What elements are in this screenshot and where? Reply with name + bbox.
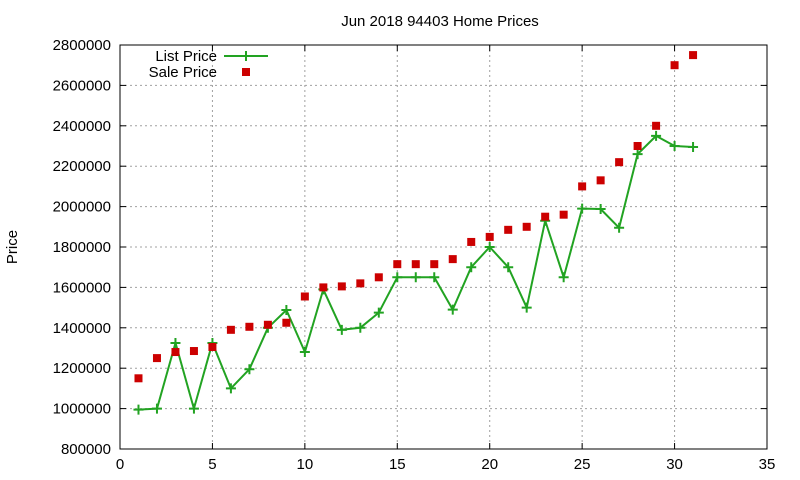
y-tick-label: 1600000 xyxy=(53,279,111,296)
list-price-point xyxy=(429,272,440,283)
list-price-point xyxy=(447,304,458,315)
legend-label-list-price: List Price xyxy=(155,48,217,65)
sale-price-point xyxy=(393,260,402,269)
y-tick-label: 2000000 xyxy=(53,199,111,216)
list-price-point xyxy=(244,364,255,375)
y-axis-label: Price xyxy=(4,230,21,264)
y-tick-label: 2800000 xyxy=(53,37,111,54)
list-price-point xyxy=(133,404,144,415)
sale-price-point xyxy=(522,222,531,231)
y-tick-label: 2600000 xyxy=(53,77,111,94)
list-price-point xyxy=(170,337,181,348)
sale-price-point xyxy=(263,320,272,329)
sale-price-point xyxy=(189,347,198,356)
list-price-point xyxy=(484,242,495,252)
x-tick-label: 30 xyxy=(666,456,683,473)
sale-price-point xyxy=(171,348,180,357)
list-price-point xyxy=(651,130,662,141)
legend-label-sale-price: Sale Price xyxy=(149,64,217,81)
sale-price-point xyxy=(134,374,143,383)
y-tick-label: 1400000 xyxy=(53,320,111,337)
y-tick-label: 1800000 xyxy=(53,239,111,256)
sale-price-point xyxy=(670,61,679,70)
list-price-point xyxy=(410,272,421,283)
y-tick-label: 2400000 xyxy=(53,118,111,135)
list-price-point xyxy=(336,324,347,335)
sale-price-point xyxy=(541,212,550,221)
list-price-point xyxy=(614,222,625,233)
list-price-point xyxy=(595,204,606,215)
x-tick-label: 5 xyxy=(208,456,216,473)
list-price-point xyxy=(466,262,477,273)
sale-price-point xyxy=(300,292,309,301)
sale-price-point xyxy=(245,322,254,331)
sale-price-point xyxy=(411,260,420,269)
y-tick-label: 2200000 xyxy=(53,158,111,175)
list-price-point xyxy=(188,403,199,414)
list-price-point xyxy=(577,203,588,214)
y-tick-label: 1200000 xyxy=(53,360,111,377)
list-price-point xyxy=(669,141,680,151)
sale-price-point xyxy=(226,325,235,334)
x-tick-label: 35 xyxy=(759,456,776,473)
list-price-point xyxy=(558,272,569,283)
list-price-point xyxy=(392,272,403,283)
sale-price-point xyxy=(559,210,568,219)
sale-price-point xyxy=(282,318,291,327)
legend: List Price Sale Price xyxy=(149,48,268,81)
legend-marker-sale-price xyxy=(242,68,250,76)
sale-price-point xyxy=(208,342,217,351)
sale-price-point xyxy=(504,225,513,234)
sale-price-point xyxy=(337,282,346,291)
series-layer xyxy=(133,51,699,415)
list-price-point xyxy=(281,305,292,316)
list-price-point xyxy=(632,149,643,160)
sale-price-point xyxy=(356,279,365,288)
sale-price-point xyxy=(430,260,439,269)
plot-frame xyxy=(119,44,768,450)
legend-marker-list-price xyxy=(241,51,251,61)
sale-price-point xyxy=(652,121,661,130)
sale-price-point xyxy=(448,255,457,264)
list-price-point xyxy=(521,302,532,313)
sale-price-point xyxy=(152,354,161,363)
list-price-point xyxy=(503,262,514,273)
x-tick-label: 10 xyxy=(297,456,314,473)
y-tick-label: 800000 xyxy=(61,441,111,458)
sale-price-point xyxy=(374,273,383,282)
list-price-point xyxy=(355,322,366,333)
x-tick-label: 15 xyxy=(389,456,406,473)
sale-price-point xyxy=(319,283,328,292)
sale-price-point xyxy=(615,158,624,167)
sale-price-point xyxy=(578,182,587,191)
sale-price-point xyxy=(689,51,698,60)
y-tick-label: 1000000 xyxy=(53,401,111,418)
sale-price-point xyxy=(633,142,642,150)
chart-title: Jun 2018 94403 Home Prices xyxy=(341,13,539,30)
sale-price-point xyxy=(485,232,494,241)
list-price-point xyxy=(225,383,236,394)
x-tick-label: 0 xyxy=(116,456,124,473)
x-tick-label: 20 xyxy=(481,456,498,473)
sale-price-point xyxy=(467,237,476,246)
sale-price-point xyxy=(596,176,605,185)
list-price-point xyxy=(373,307,384,318)
list-price-point xyxy=(151,403,162,414)
list-price-point xyxy=(299,347,310,358)
list-price-point xyxy=(688,142,699,153)
x-tick-label: 25 xyxy=(574,456,591,473)
tick-labels: 0 5 10 15 20 25 30 35 800000 1000000 1200000 140000… xyxy=(53,37,776,473)
